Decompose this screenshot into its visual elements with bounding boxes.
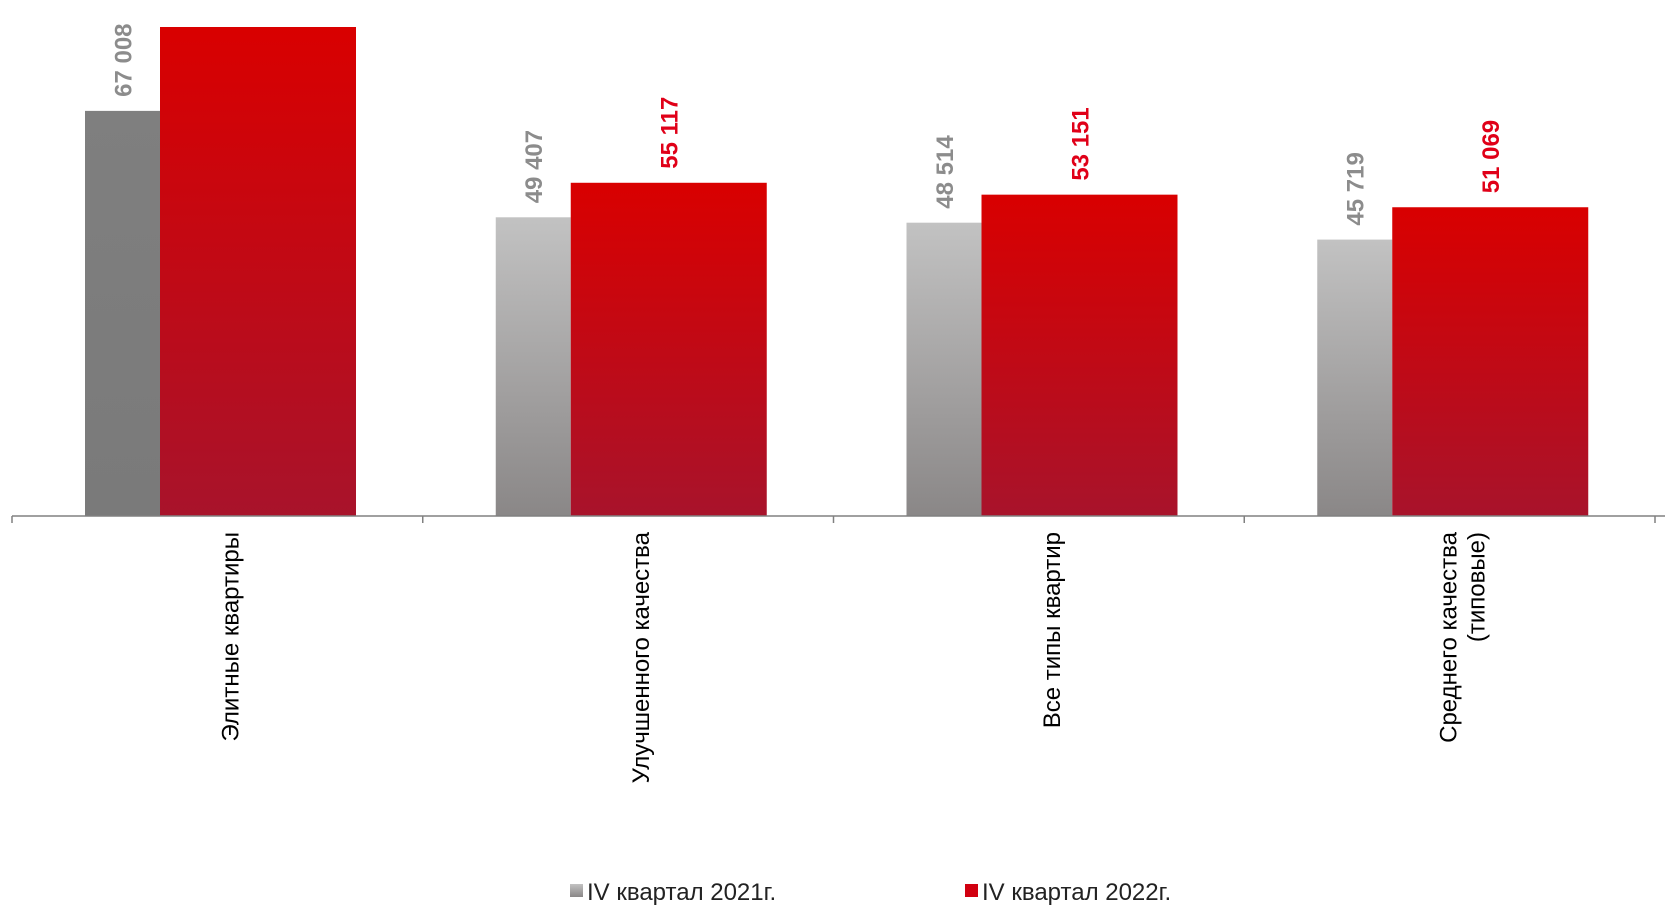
- bar-series1-0: [85, 110, 160, 516]
- legend-label-1: IV квартал 2022г.: [982, 879, 1171, 906]
- category-labels: Элитные квартиры Улучшенного качества Все …: [217, 531, 1490, 783]
- bar-series2-3: [1392, 207, 1589, 516]
- legend-swatch-1: [965, 884, 978, 897]
- category-label-3-1: (типовые): [1464, 532, 1491, 642]
- bar-series2-1: [570, 182, 767, 516]
- data-label-series1-3: 45 719: [1343, 152, 1370, 225]
- category-label-0-0: Элитные квартиры: [217, 532, 244, 742]
- legend-swatch-0: [570, 884, 583, 897]
- bars-layer: [85, 27, 1589, 517]
- data-label-series2-2: 53 151: [1068, 107, 1095, 180]
- data-label-series2-1: 55 117: [657, 97, 684, 169]
- bar-series2-0: [160, 27, 356, 516]
- x-axis: [11, 515, 1665, 523]
- data-label-series1-1: 49 407: [521, 130, 548, 203]
- bar-series1-2: [906, 222, 982, 516]
- bar-series2-2: [981, 194, 1178, 516]
- bar-series1-1: [495, 217, 571, 517]
- data-label-series2-3: 51 069: [1478, 120, 1505, 193]
- bar-series1-3: [1317, 239, 1393, 516]
- category-label-2-0: Все типы квартир: [1039, 532, 1066, 728]
- category-label-3-0: Среднего качества: [1436, 531, 1463, 743]
- data-label-series1-2: 48 514: [932, 135, 959, 209]
- legend: IV квартал 2021г. IV квартал 2022г.: [570, 879, 1171, 906]
- category-label-1-0: Улучшенного качества: [628, 531, 655, 783]
- data-label-series1-0: 67 008: [111, 23, 138, 96]
- data-labels: 67 008 49 407 55 117 48 514 53 151 45 719 51 0…: [111, 23, 1506, 225]
- legend-label-0: IV квартал 2021г.: [587, 879, 776, 906]
